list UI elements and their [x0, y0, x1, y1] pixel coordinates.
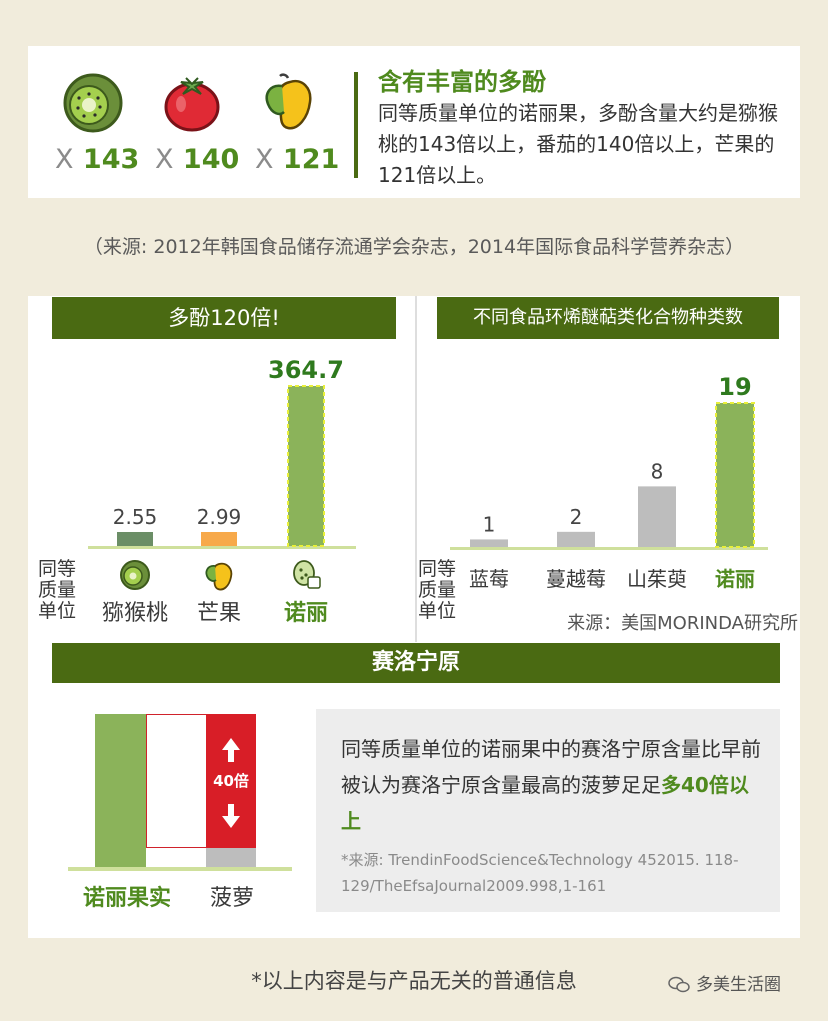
noni-icon — [293, 560, 321, 589]
bar-value-label: 19 — [718, 373, 751, 401]
bar-value-label: 2.55 — [113, 505, 158, 529]
bar-value-label: 1 — [483, 512, 496, 536]
chart-source: 来源：美国MORINDA研究所 — [567, 613, 798, 634]
chart-baseline — [88, 546, 356, 549]
category-label: 诺丽 — [715, 567, 755, 591]
bar-4 — [715, 402, 755, 548]
category-label: 山茱萸 — [627, 567, 687, 591]
description-text: 同等质量单位的诺丽果中的赛洛宁原含量比早前被认为赛洛宁原含量最高的菠萝足足 — [341, 737, 761, 797]
bar-value-label: 2 — [570, 505, 583, 529]
bar-value-label: 8 — [651, 459, 664, 483]
bar-3 — [287, 385, 325, 547]
multiplier-label: 40倍 — [213, 772, 249, 790]
unit-label-line: 质量 — [38, 579, 77, 601]
pineapple-label: 菠萝 — [209, 886, 254, 911]
unit-label-line: 单位 — [418, 600, 457, 622]
mango-multiplier: X 121 — [255, 144, 345, 175]
kiwi-multiplier: X 143 — [55, 144, 145, 175]
comparison-info-box: 同等质量单位的诺丽果中的赛洛宁原含量比早前被认为赛洛宁原含量最高的菠萝足足多40… — [316, 709, 780, 912]
mango-icon — [265, 73, 312, 130]
noni-dot — [300, 576, 304, 580]
noni-dot — [304, 573, 308, 577]
polyphenol-description: 同等质量单位的诺丽果，多酚含量大约是猕猴桃的143倍以上，番茄的140倍以上，芒… — [378, 101, 778, 187]
comparison-description: 同等质量单位的诺丽果中的赛洛宁原含量比早前被认为赛洛宁原含量最高的菠萝足足多40… — [341, 731, 766, 839]
tomato-icon — [164, 77, 220, 132]
noni-fruit-label: 诺丽果实 — [82, 886, 171, 911]
comparison-title: 赛洛宁原 — [52, 643, 780, 683]
noni-slice — [307, 576, 321, 589]
bar-2 — [201, 532, 237, 546]
polyphenol-summary-box: X 143 X 140 X 121 含有丰富的多酚 同等质量单位的诺丽果，多酚含… — [28, 46, 800, 198]
tomato-multiplier: X 140 — [155, 144, 245, 175]
chart2-unit-label: 同等 质量 单位 — [418, 559, 456, 622]
category-label: 蓝莓 — [469, 567, 509, 591]
noni-comparison-bar — [95, 714, 146, 868]
bar-1 — [117, 532, 153, 546]
vertical-divider — [354, 72, 358, 178]
unit-label-line: 同等 — [418, 558, 457, 580]
category-label: 芒果 — [197, 601, 241, 626]
mango-body — [212, 562, 233, 591]
unit-label-line: 质量 — [418, 579, 457, 601]
watermark-text: 多美生活圈 — [696, 975, 781, 995]
mango-icon — [205, 562, 233, 591]
chat-bubbles-icon — [668, 976, 690, 993]
category-label: 诺丽 — [284, 600, 328, 626]
multiplier-value: 140 — [182, 144, 240, 175]
footer-disclaimer: *以上内容是与产品无关的普通信息 — [251, 969, 577, 993]
multiplier-x: X — [155, 144, 174, 175]
polyphenol-bar-chart: 2.55 猕猴桃 2.99 芒果 364.7 诺丽 — [88, 356, 356, 626]
multiplier-value: 121 — [282, 144, 340, 175]
category-label: 猕猴桃 — [102, 601, 168, 626]
kiwi-core — [129, 572, 137, 580]
polyphenol-heading: 含有丰富的多酚 — [378, 68, 546, 96]
multiplier-x: X — [55, 144, 74, 175]
up-down-arrows-icon — [222, 738, 240, 828]
comparison-source: *来源: TrendinFoodScience&Technology 45201… — [341, 851, 739, 895]
bar-value-label: 2.99 — [197, 505, 242, 529]
watermark: 多美生活圈 — [668, 970, 781, 995]
description-highlight: 多40倍以上 — [341, 773, 749, 833]
kiwi-icon — [63, 73, 123, 133]
chart1-unit-label: 同等 质量 单位 — [38, 559, 76, 622]
unit-label-line: 同等 — [38, 558, 77, 580]
bar-value-label: 364.7 — [268, 356, 344, 384]
category-label: 蔓越莓 — [546, 567, 606, 591]
kiwi-icon — [120, 560, 150, 590]
bar-2 — [557, 531, 595, 547]
chart-baseline — [450, 547, 768, 550]
mango-leaf — [205, 565, 217, 582]
multiplier-value: 143 — [82, 144, 140, 175]
chart1-title: 多酚120倍! — [52, 297, 396, 339]
unit-label-line: 单位 — [38, 600, 77, 622]
charts-panel — [28, 296, 800, 642]
pineapple-comparison-bar — [206, 848, 256, 868]
bar-1 — [470, 539, 508, 547]
noni-dot — [299, 568, 303, 572]
comparison-baseline — [68, 867, 292, 871]
chart2-title: 不同食品环烯醚萜类化合物种类数 — [437, 297, 779, 339]
bar-3 — [638, 486, 676, 547]
chart-divider — [415, 296, 417, 642]
source-citation: （来源: 2012年韩国食品储存流通学会杂志，2014年国际食品科学营养杂志） — [83, 236, 745, 258]
multiplier-x: X — [255, 144, 274, 175]
